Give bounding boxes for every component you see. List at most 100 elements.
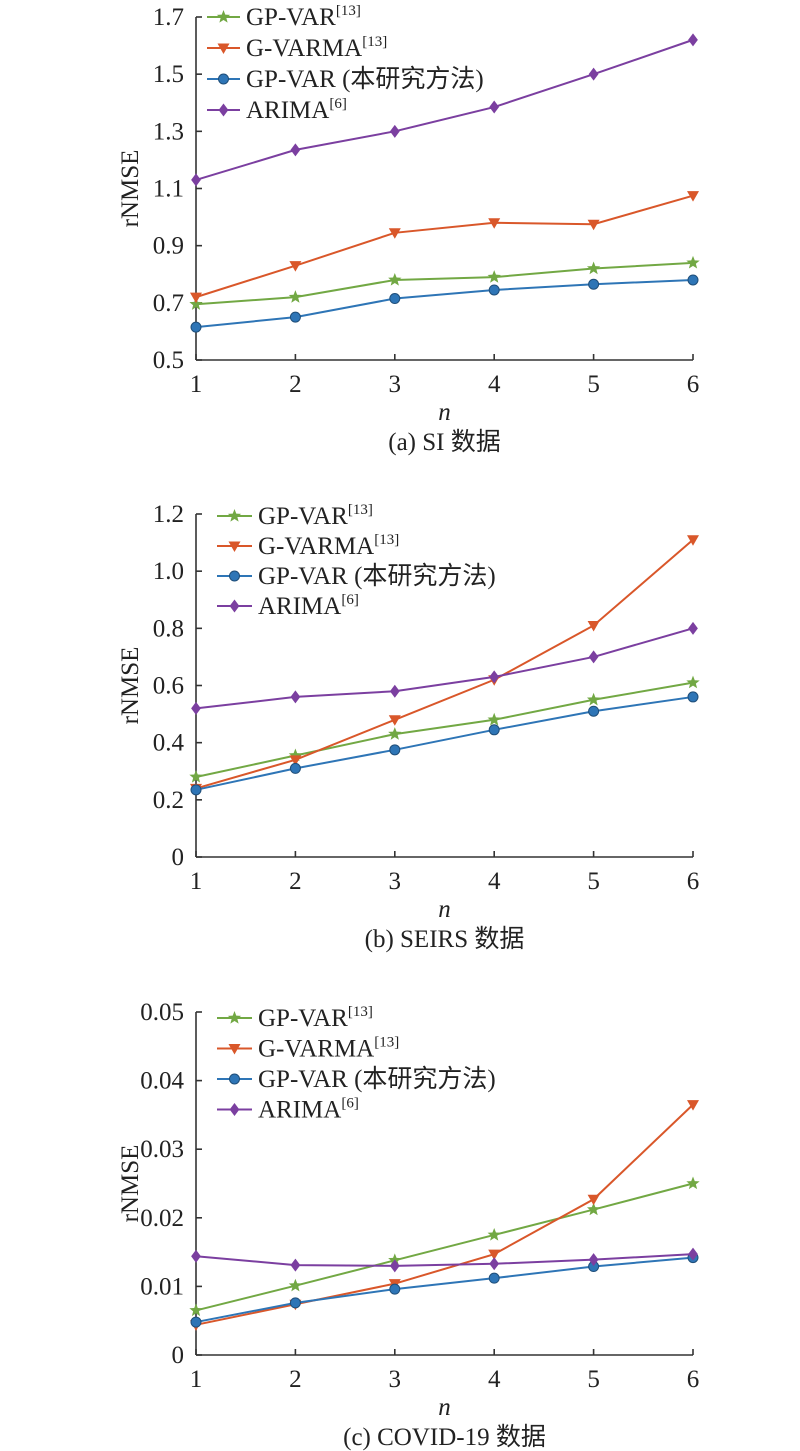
legend: GP-VAR[13] G-VARMA[13] GP-VAR (本研究方法) ARIMA…	[207, 3, 484, 124]
legend-marker	[229, 599, 240, 613]
legend-label: GP-VAR (本研究方法)	[258, 562, 496, 590]
y-tick-label: 0.8	[153, 615, 184, 642]
y-tick-label: 1.0	[153, 558, 184, 585]
series-line	[195, 194, 694, 299]
x-tick-label: 5	[587, 868, 600, 895]
data-point	[388, 228, 401, 239]
legend-marker	[228, 1044, 241, 1055]
series-line	[195, 538, 694, 790]
data-point	[290, 690, 301, 704]
x-tick-label: 4	[488, 868, 501, 895]
x-tick-label: 1	[190, 1366, 203, 1393]
data-point	[189, 297, 203, 310]
x-axis-label: n	[438, 399, 451, 426]
data-point	[191, 173, 201, 187]
data-point	[489, 1257, 500, 1271]
data-point	[687, 274, 699, 286]
data-point	[289, 755, 302, 766]
data-point	[189, 769, 203, 783]
data-point	[388, 272, 402, 286]
data-point	[190, 321, 202, 333]
series-line	[195, 681, 694, 778]
legend-marker	[228, 541, 241, 552]
data-point	[488, 724, 500, 736]
series-line	[195, 1256, 694, 1324]
series-line	[195, 1253, 694, 1267]
series-line	[195, 695, 694, 791]
x-tick-label: 5	[587, 371, 600, 398]
y-axis-label: rNMSE	[117, 1145, 144, 1223]
x-tick-label: 4	[488, 1366, 501, 1393]
y-tick-label: 0.01	[140, 1273, 184, 1300]
data-point	[190, 784, 202, 796]
legend-marker	[229, 1073, 240, 1085]
series-1	[189, 675, 700, 783]
data-point	[190, 292, 202, 304]
legend-marker	[229, 570, 240, 582]
data-point	[389, 124, 400, 138]
legend-label: GP-VAR[13]	[246, 3, 361, 31]
y-tick-label: 0	[172, 844, 185, 871]
data-point	[388, 715, 401, 726]
series-1	[189, 1176, 700, 1317]
data-point	[289, 762, 301, 774]
legend-label: GP-VAR (本研究方法)	[258, 1065, 496, 1093]
series-4	[191, 1247, 698, 1273]
data-point	[289, 311, 301, 323]
data-point	[288, 290, 303, 303]
chart-panel-2: 0 0.2 0.4 0.6 0.8 1.0 1.2 1 2 3 4 5 6 rNMSE n(b) SEIRS…	[117, 501, 700, 953]
y-tick-label: 0.03	[140, 1136, 184, 1163]
y-tick-label: 0.2	[153, 787, 184, 814]
y-tick-label: 1.3	[153, 118, 184, 145]
series-3	[190, 274, 699, 333]
data-point	[488, 1249, 501, 1261]
data-point	[687, 691, 699, 703]
series-3	[190, 1252, 699, 1328]
data-point	[488, 218, 501, 229]
legend-label: ARIMA[6]	[258, 592, 359, 620]
data-point	[488, 284, 500, 296]
data-point	[687, 1100, 699, 1111]
data-point	[587, 620, 600, 632]
data-point	[588, 705, 600, 717]
series-line	[195, 1182, 694, 1312]
x-axis-label: n	[438, 1394, 451, 1421]
data-point	[487, 270, 501, 283]
y-tick-label: 0.02	[140, 1205, 184, 1232]
chart-panel-1: 0.5 0.7 0.9 1.1 1.3 1.5 1.7 1 2 3 4 5 6 rNMSE n(a) SI …	[117, 3, 700, 456]
data-point	[686, 1176, 700, 1190]
x-tick-label: 2	[289, 868, 302, 895]
legend-marker	[218, 103, 229, 117]
data-point	[489, 670, 500, 684]
x-tick-label: 3	[389, 1366, 402, 1393]
y-tick-label: 0.05	[140, 999, 184, 1026]
x-tick-label: 2	[289, 371, 302, 398]
series-4	[191, 621, 698, 715]
x-tick-label: 2	[289, 1366, 302, 1393]
series-2	[190, 191, 699, 304]
series-1	[189, 255, 700, 310]
data-point	[389, 1283, 401, 1295]
data-point	[489, 100, 500, 114]
legend-marker	[216, 10, 231, 23]
data-point	[587, 1194, 600, 1206]
series-2	[190, 1100, 699, 1331]
data-point	[190, 1316, 202, 1328]
x-tick-label: 3	[389, 868, 402, 895]
series-4	[191, 33, 698, 187]
series-line	[195, 261, 694, 306]
data-point	[389, 293, 401, 305]
x-tick-label: 1	[190, 868, 203, 895]
data-point	[288, 1278, 303, 1292]
data-point	[191, 1249, 201, 1263]
legend-marker	[217, 43, 230, 54]
y-tick-label: 1.2	[153, 501, 184, 528]
legend-label: G-VARMA[13]	[258, 1035, 399, 1063]
legend-label: ARIMA[6]	[246, 96, 347, 124]
y-tick-label: 1.1	[153, 176, 184, 203]
chart-caption: (b) SEIRS 数据	[365, 925, 525, 953]
data-point	[586, 261, 601, 275]
x-tick-label: 1	[190, 371, 203, 398]
data-point	[588, 650, 599, 664]
data-point	[688, 621, 698, 635]
